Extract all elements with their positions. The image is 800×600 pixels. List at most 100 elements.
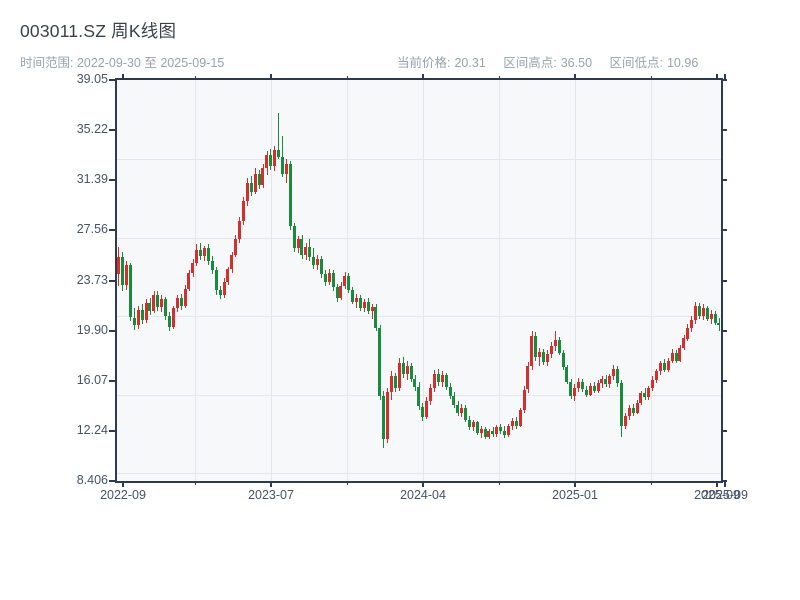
candle-body [238,220,241,239]
gridline-vertical [423,80,424,481]
candle-body [226,269,230,283]
candle-body [573,388,577,397]
candle-body [218,290,222,296]
candle-body [195,249,199,263]
candle-body [432,373,436,389]
candle-body [132,317,136,326]
candle-body [191,262,195,273]
y-tick-mark-left [109,429,115,432]
x-tick-mark-bottom [122,481,124,487]
candle-body [440,375,444,382]
candle-body [709,313,713,319]
y-tick-mark-right [721,379,727,382]
candle-body [674,352,678,361]
plot-area [117,80,721,481]
candle-body [643,393,647,398]
candle-body [343,275,347,287]
x-minor-tick-bottom [195,481,196,485]
candle-body [530,335,534,366]
candle-body [510,420,514,427]
x-axis-tick-label: 2025-09 [702,488,748,502]
x-minor-tick-bottom [499,481,500,485]
y-axis-tick-label: 27.56 [76,222,108,237]
candle-body [370,307,374,311]
x-tick-mark-bottom [574,481,576,487]
candle-body [358,297,362,309]
y-tick-mark-right [721,329,727,332]
candle-body [526,365,530,390]
candle-body [468,419,471,428]
candle-body [549,346,553,355]
candle-body [581,381,584,390]
candle-body [378,328,382,396]
candle-body [522,389,526,411]
candle-body [277,150,280,157]
y-axis-tick-label: 23.73 [76,272,108,287]
y-tick-mark-right [721,179,727,182]
candle-body [249,182,253,192]
candle-body [666,360,670,370]
candle-body [253,173,257,192]
y-tick-mark-left [109,279,115,282]
candle-body [429,388,432,402]
candle-body [413,379,417,387]
candle-body [405,365,409,374]
candle-wick [282,135,284,178]
y-tick-mark-right [721,429,727,432]
gridline-vertical [651,80,652,481]
candle-body [203,248,206,257]
candle-body [436,373,440,382]
candle-body [327,273,331,283]
gridline-vertical [271,80,272,481]
candle-body [144,303,148,321]
candle-body [503,431,506,436]
x-tick-mark-bottom [422,481,424,487]
candle-body [288,164,292,226]
candle-body [686,328,690,339]
candle-body [241,201,245,221]
gridline-horizontal [117,237,721,239]
y-axis-tick-label: 8.406 [76,473,108,487]
y-axis-tick-label: 12.24 [76,422,108,437]
candle-body [140,309,144,321]
candle-body [421,406,425,417]
current-price-label: 当前价格: [397,56,451,70]
gridline-vertical [499,80,500,481]
x-tick-mark-top [716,74,718,80]
candle-body [292,225,296,249]
candle-body [534,335,538,357]
candle-body [234,239,238,255]
x-tick-mark-bottom [716,481,718,487]
candle-body [374,307,378,328]
current-price-value: 20.31 [454,56,486,70]
candle-body [230,254,234,270]
candle-body [577,381,581,389]
candle-body [619,382,623,427]
candle-body [156,295,160,308]
candle-body [121,257,125,285]
candle-body [471,422,475,428]
candle-body [627,407,631,416]
candle-body [401,363,405,374]
candle-body [475,422,479,433]
candle-body [491,431,495,434]
x-minor-tick-top [195,76,196,80]
candle-body [366,301,370,311]
gridline-horizontal [117,159,721,161]
candle-body [616,368,619,383]
candle-body [456,405,460,414]
candle-body [125,265,128,285]
range-high: 区间高点: 36.50 [503,56,592,70]
candle-body [713,313,717,323]
candle-body [506,426,510,436]
candle-body [382,396,386,440]
candle-body [639,393,643,403]
range-low-label: 区间低点: [609,56,663,70]
x-tick-mark-bottom [270,481,272,487]
candle-body [557,339,561,353]
candle-body [448,386,452,397]
candle-body [390,376,393,393]
candle-body [393,376,397,389]
